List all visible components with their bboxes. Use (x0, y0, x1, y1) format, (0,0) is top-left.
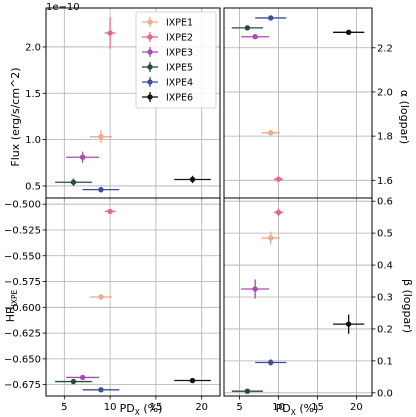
alpha-ytick-label: 2.2 (377, 43, 393, 54)
hr-ylabel: HRIXPE (4, 289, 19, 322)
alpha-panel: 1.6 1.8 2.0 2.2 (223, 7, 393, 202)
legend-box (135, 11, 217, 109)
beta-ixpe2-point (275, 209, 282, 216)
alpha-ytick-label: 1.8 (377, 132, 393, 143)
legend-ixpe1-label: IXPE1 (166, 18, 193, 29)
hr-ixpe2-point (107, 208, 113, 215)
hr-ytick-label: −0.500 (4, 200, 41, 211)
xlabel-left-sub: X (135, 408, 140, 417)
hr-xtick-label: 15 (150, 402, 163, 413)
beta-ytick-label: 0.0 (377, 388, 393, 399)
flux-ixpe1-point (98, 134, 104, 140)
hr-ixpe1-point (98, 294, 104, 300)
legend-ixpe2-marker (147, 34, 153, 40)
legend-ixpe3-marker (147, 49, 153, 55)
beta-panel: 0.0 0.1 0.2 0.3 0.4 0.5 0.6 5 10 15 20 (223, 197, 393, 413)
hr-ixpe6-point (189, 377, 196, 384)
flux-ytick-label: 0.5 (25, 181, 41, 192)
flux-ylabel: Flux (erg/s/cm^2) (9, 67, 22, 166)
beta-xtick-label: 20 (350, 402, 363, 413)
hr-panel: −0.500 −0.525 −0.550 −0.575 −0.600 −0.625 −0.6… (4, 197, 221, 413)
legend-ixpe2-label: IXPE2 (166, 33, 193, 44)
panels: 0.51.01.52.01.61.82.02.2−0.500−0.525−0.5… (4, 7, 393, 413)
beta-ytick-label: 0.3 (377, 293, 393, 304)
hr-ytick-label: −0.650 (4, 354, 41, 365)
hr-frame (45, 197, 221, 397)
xlabel-right-sub: X (291, 408, 296, 417)
xlabel-right-tail: (%) (296, 402, 319, 415)
alpha-ixpe6-point (345, 29, 352, 36)
alpha-ytick-label: 2.0 (377, 87, 393, 98)
legend-ixpe6-marker (147, 94, 153, 100)
legend-ixpe5-label: IXPE5 (166, 63, 193, 74)
hr-xtick-label: 10 (104, 402, 117, 413)
flux-ixpe3-point (79, 154, 86, 160)
alpha-ylabel: α (logpar) (398, 90, 411, 144)
flux-panel: 0.5 1.0 1.5 2.0 (25, 7, 221, 202)
beta-xtick-label: 15 (311, 402, 324, 413)
hr-ytick-label: −0.575 (4, 277, 41, 288)
hr-ylabel-main: HR (4, 306, 17, 322)
xlabel-left: PDX (%) (120, 402, 163, 417)
legend-ixpe4-marker (147, 79, 153, 85)
hr-ylabel-sub: IXPE (10, 289, 19, 306)
beta-xtick-label: 10 (272, 402, 285, 413)
flux-ixpe2-point (107, 30, 113, 36)
flux-ytick-label: 1.5 (25, 89, 41, 100)
alpha-ixpe1-point (268, 130, 274, 136)
flux-ytick-label: 1.0 (25, 135, 41, 146)
legend-ixpe5-marker (147, 64, 153, 70)
hr-xtick-label: 5 (61, 402, 67, 413)
hr-ytick-label: −0.550 (4, 251, 41, 262)
beta-ixpe5-point (244, 388, 251, 394)
flux-offset-label: 1e−10 (46, 2, 80, 13)
hr-ytick-label: −0.600 (4, 303, 41, 314)
alpha-ixpe5-point (244, 25, 251, 31)
flux-ixpe5-point (70, 179, 77, 185)
xlabel-right-main: PD (276, 402, 291, 415)
flux-ytick-label: 2.0 (25, 42, 41, 53)
beta-ylabel: β (logpar) (401, 279, 414, 333)
legend-ixpe3-label: IXPE3 (166, 48, 193, 59)
flux-ixpe4-point (98, 186, 104, 193)
xlabel-left-main: PD (120, 402, 135, 415)
beta-ytick-label: 0.1 (377, 356, 393, 367)
legend-ixpe4-label: IXPE4 (166, 78, 193, 89)
legend-ixpe6-label: IXPE6 (166, 93, 193, 104)
hr-ytick-label: −0.675 (4, 380, 41, 391)
alpha-ixpe2-point (275, 176, 282, 182)
beta-ytick-label: 0.4 (377, 261, 393, 272)
beta-ixpe4-point (268, 359, 274, 366)
hr-ytick-label: −0.625 (4, 329, 41, 340)
xlabel-left-tail: (%) (140, 402, 163, 415)
alpha-ixpe4-point (268, 15, 274, 21)
hr-ytick-label: −0.525 (4, 225, 41, 236)
beta-ytick-label: 0.5 (377, 229, 393, 240)
beta-ixpe1-point (268, 235, 274, 241)
hr-ixpe5-point (70, 378, 77, 385)
hr-ixpe4-point (98, 387, 104, 393)
axis-labels: Flux (erg/s/cm^2) 1e−10 α (logpar) HRIXP… (4, 2, 414, 417)
alpha-ixpe3-point (252, 34, 258, 40)
alpha-ytick-label: 1.6 (377, 176, 393, 187)
hr-xtick-label: 20 (195, 402, 208, 413)
beta-ixpe6-point (345, 321, 352, 327)
beta-ytick-label: 0.6 (377, 197, 393, 208)
beta-ixpe3-point (252, 286, 258, 292)
flux-ixpe6-point (189, 176, 196, 183)
beta-xtick-label: 5 (236, 402, 242, 413)
xlabel-right: PDX (%) (276, 402, 319, 417)
legend: IXPE1 IXPE2 IXPE3 IXPE5 IXPE4 IXPE6 (135, 11, 217, 109)
beta-ytick-label: 0.2 (377, 324, 393, 335)
legend-ixpe1-marker (147, 19, 153, 25)
hr-ixpe3-point (79, 374, 86, 381)
